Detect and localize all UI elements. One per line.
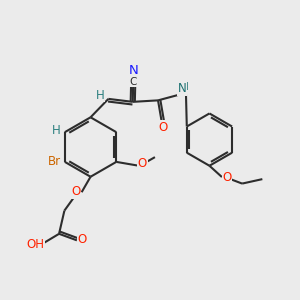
- Text: N: N: [177, 82, 186, 95]
- Text: O: O: [71, 185, 80, 198]
- Text: N: N: [128, 64, 138, 77]
- Text: Br: Br: [48, 155, 61, 168]
- Text: OH: OH: [27, 238, 45, 251]
- Text: H: H: [96, 89, 104, 102]
- Text: H: H: [52, 124, 61, 137]
- Text: C: C: [129, 77, 136, 87]
- Text: O: O: [138, 158, 147, 170]
- Text: O: O: [223, 171, 232, 184]
- Text: O: O: [158, 121, 168, 134]
- Text: H: H: [181, 82, 189, 92]
- Text: O: O: [78, 233, 87, 246]
